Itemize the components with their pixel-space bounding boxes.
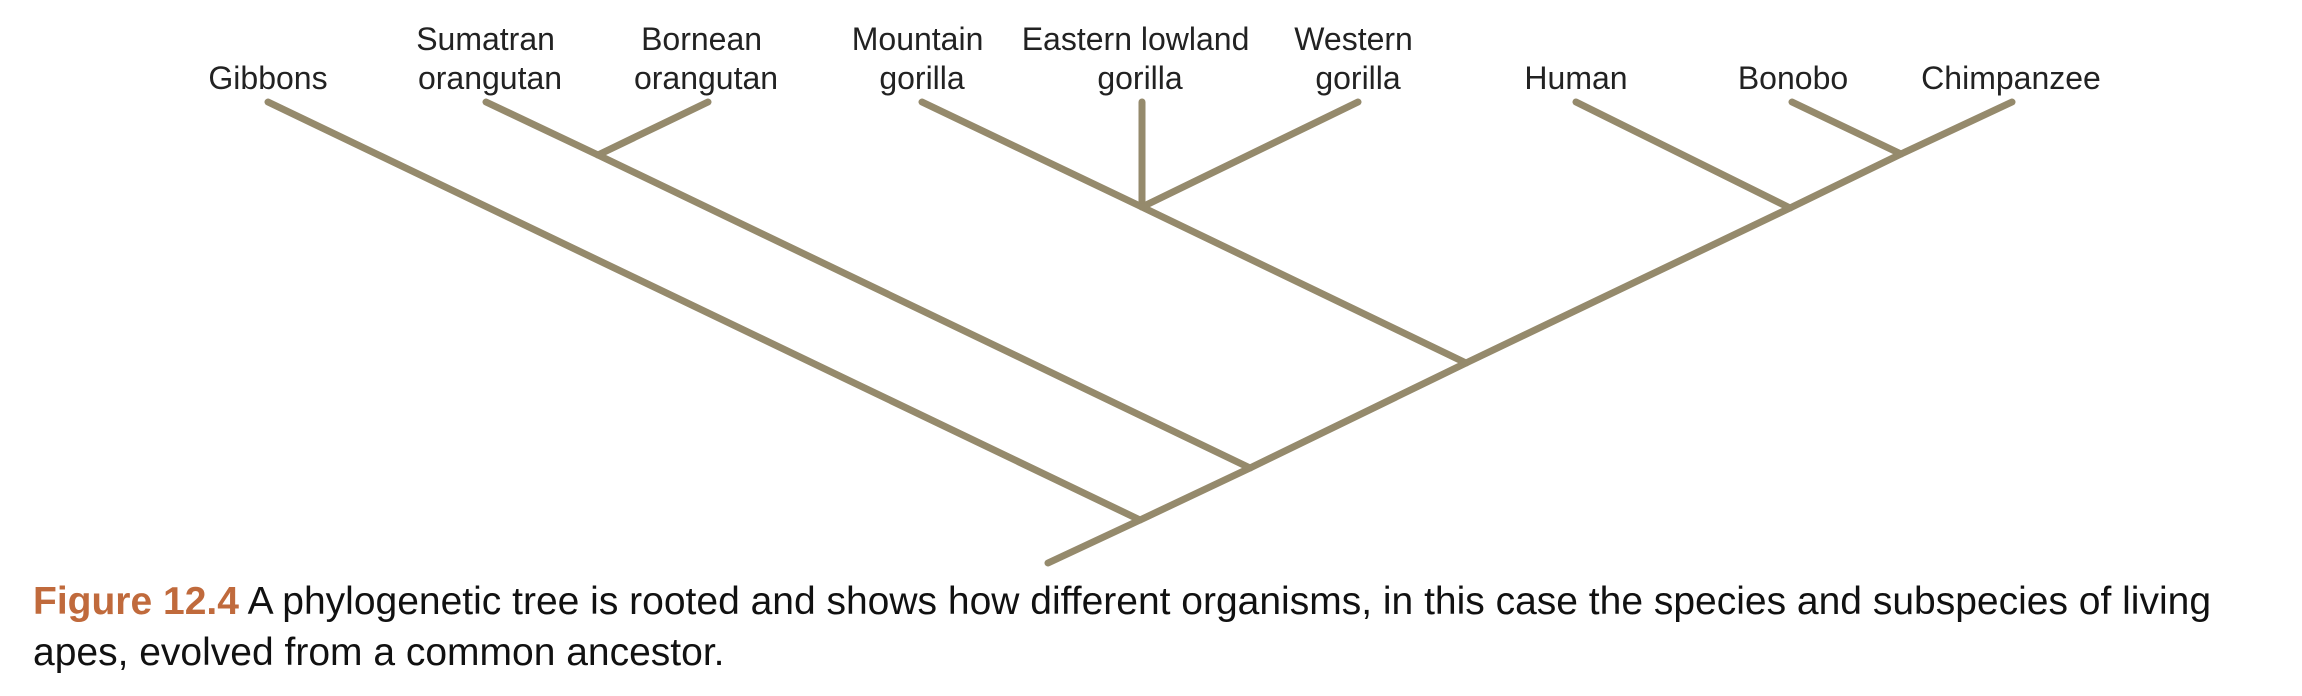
label-western-gorilla: Western gorilla bbox=[1294, 21, 1421, 96]
branch-bornean-orangutan bbox=[594, 98, 712, 159]
label-bonobo: Bonobo bbox=[1738, 60, 1848, 96]
figure-caption: Figure 12.4 A phylogenetic tree is roote… bbox=[33, 576, 2283, 678]
root-branch bbox=[1044, 516, 1144, 567]
orangutan-backbone bbox=[594, 151, 1254, 472]
label-mountain-gorilla: Mountain gorilla bbox=[852, 21, 993, 96]
great-apes-backbone bbox=[1136, 464, 1254, 524]
tree-branches bbox=[264, 98, 2016, 567]
label-chimpanzee: Chimpanzee bbox=[1921, 60, 2101, 96]
hominini-backbone bbox=[1462, 204, 1794, 367]
label-bornean-orangutan: Bornean orangutan bbox=[634, 21, 778, 96]
tip-labels: Gibbons Sumatran orangutan Bornean orang… bbox=[208, 21, 2100, 96]
branch-chimpanzee bbox=[1897, 98, 2016, 158]
figure-number: Figure 12.4 bbox=[33, 580, 239, 623]
pan-backbone bbox=[1786, 150, 1905, 212]
label-human: Human bbox=[1524, 60, 1627, 96]
branch-human bbox=[1572, 98, 1794, 212]
branch-mountain-gorilla bbox=[918, 98, 1146, 211]
gorilla-backbone bbox=[1138, 203, 1470, 367]
phylogenetic-tree: Gibbons Sumatran orangutan Bornean orang… bbox=[208, 21, 2101, 567]
branch-sumatran-orangutan bbox=[482, 98, 602, 159]
branch-gibbons bbox=[264, 98, 1144, 524]
label-eastern-lowland-gorilla: Eastern lowland gorilla bbox=[1022, 21, 1259, 96]
caption-text: A phylogenetic tree is rooted and shows … bbox=[33, 580, 2212, 674]
branch-bonobo bbox=[1788, 98, 1905, 158]
african-apes-backbone bbox=[1246, 359, 1470, 472]
label-gibbons: Gibbons bbox=[208, 60, 327, 96]
label-sumatran-orangutan: Sumatran orangutan bbox=[416, 21, 564, 96]
branch-western-gorilla bbox=[1138, 98, 1362, 211]
